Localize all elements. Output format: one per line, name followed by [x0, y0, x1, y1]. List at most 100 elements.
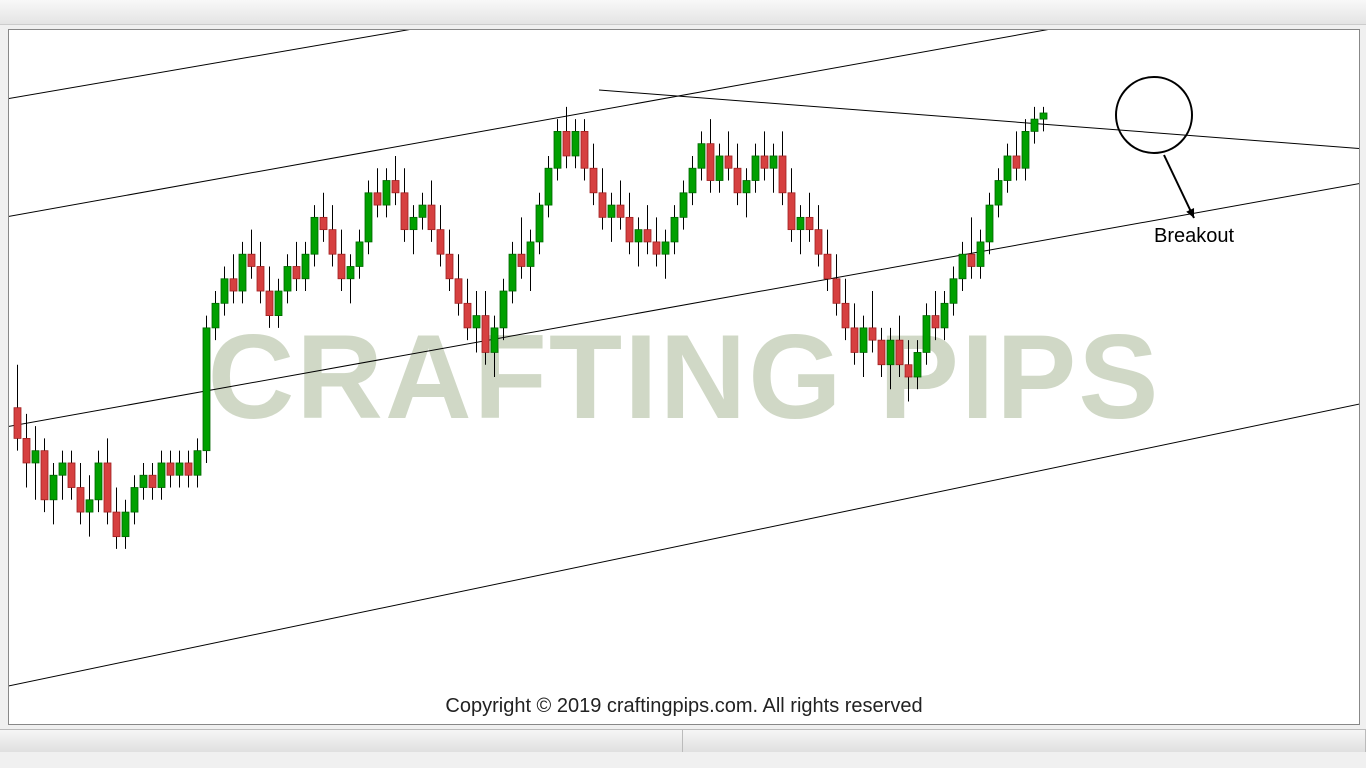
candle-body: [860, 328, 867, 353]
candle-body: [995, 181, 1002, 206]
candle-body: [896, 340, 903, 365]
candle-body: [158, 463, 165, 488]
candle-body: [347, 266, 354, 278]
candle-body: [527, 242, 534, 267]
candlestick-chart: [9, 30, 1359, 724]
trendline[interactable]: [599, 90, 1359, 150]
candle-body: [464, 303, 471, 328]
candle-body: [1022, 131, 1029, 168]
candle-body: [446, 254, 453, 279]
candle-body: [518, 254, 525, 266]
candle-body: [1040, 113, 1047, 119]
candle-body: [230, 279, 237, 291]
candle-body: [635, 230, 642, 242]
candle-body: [428, 205, 435, 230]
candle-body: [662, 242, 669, 254]
candle-body: [266, 291, 273, 316]
candle-body: [437, 230, 444, 255]
candle-body: [131, 488, 138, 513]
candle-body: [275, 291, 282, 316]
candle-body: [410, 217, 417, 229]
candle-body: [41, 451, 48, 500]
candle-body: [185, 463, 192, 475]
candle-body: [383, 181, 390, 206]
candle-body: [356, 242, 363, 267]
candle-body: [680, 193, 687, 218]
candle-body: [716, 156, 723, 181]
candle-body: [644, 230, 651, 242]
candle-body: [671, 217, 678, 242]
candle-body: [959, 254, 966, 279]
candle-body: [779, 156, 786, 193]
candle-body: [824, 254, 831, 279]
candle-body: [104, 463, 111, 512]
candle-body: [761, 156, 768, 168]
candle-body: [320, 217, 327, 229]
candle-body: [95, 463, 102, 500]
candle-body: [923, 316, 930, 353]
candle-body: [1004, 156, 1011, 181]
candle-body: [77, 488, 84, 513]
candle-body: [32, 451, 39, 463]
candle-body: [689, 168, 696, 193]
candle-body: [734, 168, 741, 193]
candle-body: [788, 193, 795, 230]
candle-body: [167, 463, 174, 475]
candle-body: [239, 254, 246, 291]
candle-body: [707, 144, 714, 181]
candle-body: [950, 279, 957, 304]
chart-panel[interactable]: CRAFTING PIPS Breakout Copyright © 2019 …: [8, 29, 1360, 725]
candle-body: [878, 340, 885, 365]
candle-body: [284, 266, 291, 291]
candle-body: [842, 303, 849, 328]
candle-body: [752, 156, 759, 181]
candle-body: [68, 463, 75, 488]
candle-body: [149, 475, 156, 487]
candle-body: [302, 254, 309, 279]
candle-body: [581, 131, 588, 168]
candle-body: [221, 279, 228, 304]
candle-body: [293, 266, 300, 278]
candle-body: [455, 279, 462, 304]
candle-body: [743, 181, 750, 193]
candle-body: [617, 205, 624, 217]
trendline[interactable]: [9, 30, 639, 102]
candle-body: [329, 230, 336, 255]
candle-body: [608, 205, 615, 217]
candle-body: [311, 217, 318, 254]
candle-body: [86, 500, 93, 512]
candle-body: [833, 279, 840, 304]
candle-body: [23, 438, 30, 463]
status-segment: [683, 730, 1366, 752]
status-segment: [0, 730, 683, 752]
candle-body: [176, 463, 183, 475]
candle-body: [869, 328, 876, 340]
candle-body: [932, 316, 939, 328]
breakout-arrow: [1164, 155, 1194, 218]
candle-body: [725, 156, 732, 168]
candle-body: [599, 193, 606, 218]
candle-body: [419, 205, 426, 217]
status-bar: [0, 729, 1366, 752]
candle-body: [905, 365, 912, 377]
window-titlebar: [0, 0, 1366, 25]
candle-body: [194, 451, 201, 476]
candle-body: [536, 205, 543, 242]
candle-body: [698, 144, 705, 169]
candle-body: [941, 303, 948, 328]
trendline[interactable]: [9, 400, 1359, 690]
candle-body: [770, 156, 777, 168]
candle-body: [914, 352, 921, 377]
candle-body: [1031, 119, 1038, 131]
candle-body: [1013, 156, 1020, 168]
candle-body: [572, 131, 579, 156]
candle-body: [257, 266, 264, 291]
candle-body: [590, 168, 597, 193]
candle-body: [50, 475, 57, 500]
candle-body: [473, 316, 480, 328]
candle-body: [140, 475, 147, 487]
candle-body: [122, 512, 129, 537]
candle-body: [338, 254, 345, 279]
copyright-text: Copyright © 2019 craftingpips.com. All r…: [445, 695, 922, 718]
candle-body: [392, 181, 399, 193]
